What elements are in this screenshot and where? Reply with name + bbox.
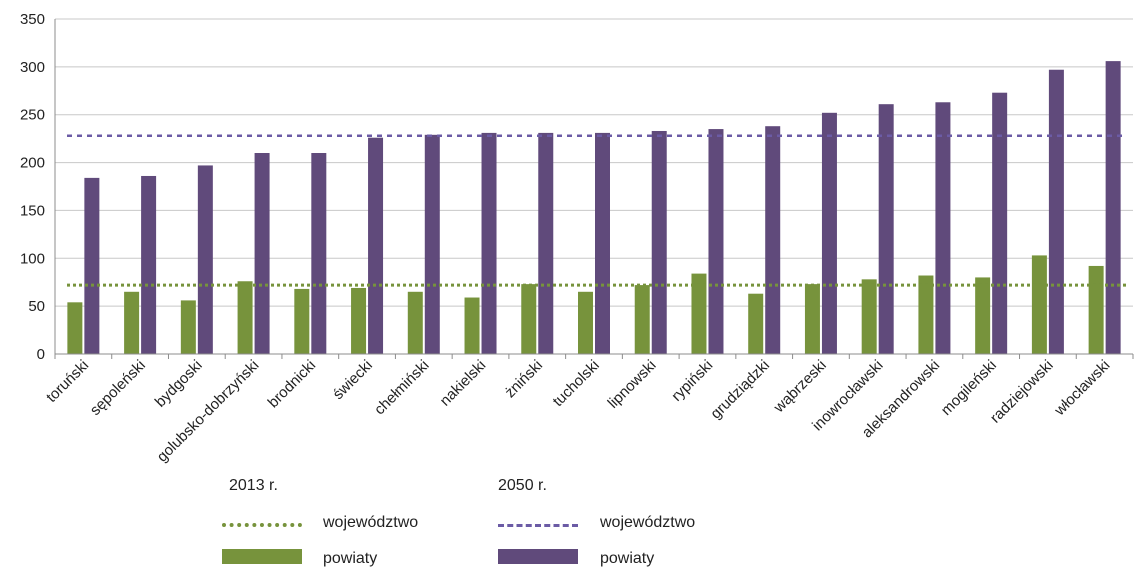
bar-2050: [141, 175, 157, 354]
bar-2050: [1048, 69, 1064, 354]
y-tick-label: 150: [20, 202, 45, 219]
bar-2013: [975, 277, 991, 354]
x-axis: [54, 19, 1134, 359]
bar-2013: [237, 281, 253, 354]
bar-2050: [481, 132, 497, 354]
x-category-label: lipnowski: [605, 357, 660, 412]
y-tick-label: 100: [20, 250, 45, 267]
x-category-label: żniński: [502, 357, 546, 401]
y-axis-ticks: 0 50 100 150 200 250 300 350: [20, 11, 45, 363]
y-tick-label: 0: [37, 346, 45, 363]
bar-2050: [595, 132, 610, 354]
bar-2050: [651, 130, 667, 354]
legend-swatch-powiaty-2013: [222, 549, 302, 564]
bar-2050: [254, 153, 270, 354]
x-category-label: świecki: [330, 357, 376, 403]
legend-swatch-powiaty-2050: [498, 549, 578, 564]
bar-2050: [765, 126, 781, 354]
reference-lines: [67, 134, 1127, 287]
bar-2050: [424, 134, 440, 354]
bar-2013: [464, 297, 480, 354]
y-tick-label: 350: [20, 11, 45, 28]
y-tick-label: 300: [20, 59, 45, 76]
legend-swatch-wojewodztwo-2050: [498, 524, 578, 527]
legend-label-wojewodztwo-2050: województwo: [600, 514, 696, 531]
bar-2013: [804, 284, 820, 354]
x-category-label: grudziądzki: [707, 357, 773, 423]
bar-2050: [992, 92, 1008, 354]
bar-2013: [578, 291, 593, 354]
bar-2050: [1105, 61, 1121, 354]
x-category-label: wąbrzeski: [770, 357, 830, 417]
x-category-label: bydgoski: [152, 357, 206, 411]
bar-2013: [351, 287, 367, 354]
bar-2013: [918, 275, 934, 354]
bar-2013: [861, 279, 877, 354]
x-category-label: golubsko-dobrzyński: [154, 357, 263, 466]
bar-2050: [821, 112, 837, 354]
x-category-label: sępoleński: [87, 357, 149, 419]
bar-2050: [708, 129, 724, 354]
y-tick-label: 50: [28, 298, 45, 315]
bar-2013: [691, 273, 707, 354]
legend-swatch-wojewodztwo-2013: [222, 523, 302, 527]
bar-2050: [935, 102, 951, 355]
x-category-label: brodnicki: [265, 357, 319, 411]
legend-label-powiaty-2050: powiaty: [600, 550, 655, 567]
bar-2050: [878, 104, 894, 354]
bar-2013: [634, 285, 650, 354]
bar-2050: [368, 137, 384, 354]
x-category-label: włocławski: [1051, 357, 1114, 420]
bar-2013: [67, 302, 83, 354]
bars: [67, 61, 1121, 355]
x-category-label: nakielski: [437, 357, 490, 410]
gridlines: [55, 18, 1133, 355]
x-category-label: chełmiński: [371, 357, 433, 419]
bar-2013: [407, 291, 423, 354]
bar-2013: [180, 300, 196, 354]
bar-2013: [521, 284, 537, 354]
bar-2050: [311, 153, 327, 354]
bar-2050: [84, 177, 100, 354]
legend-title-2013: 2013 r.: [229, 477, 278, 494]
bar-2013: [294, 288, 310, 354]
bar-2013: [748, 293, 764, 354]
bar-2050: [538, 132, 554, 354]
legend-title-2050: 2050 r.: [498, 477, 547, 494]
y-tick-label: 200: [20, 155, 45, 172]
x-category-label: tucholski: [550, 357, 603, 410]
x-category-label: rypiński: [668, 357, 716, 405]
bar-2013: [124, 291, 140, 354]
y-tick-label: 250: [20, 107, 45, 124]
bar-2013: [1031, 255, 1047, 354]
legend-label-wojewodztwo-2013: województwo: [323, 514, 419, 531]
legend-label-powiaty-2013: powiaty: [323, 550, 378, 567]
bar-2050: [197, 165, 213, 354]
bar-2013: [1088, 265, 1104, 354]
x-category-label: toruński: [43, 357, 92, 406]
